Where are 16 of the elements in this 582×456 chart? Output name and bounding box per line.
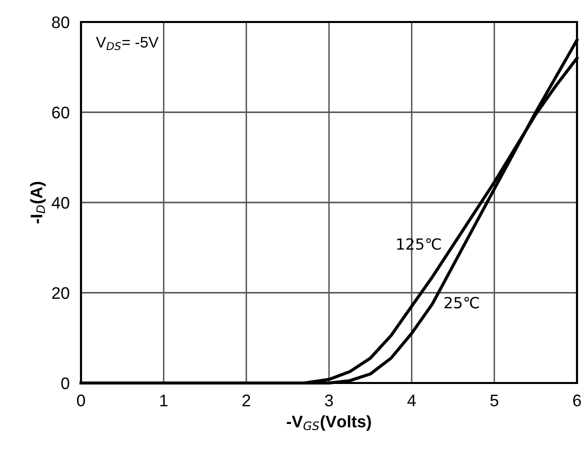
x-tick-label: 1 [160, 394, 168, 406]
x-tick-label: 0 [77, 394, 85, 406]
x-axis-title: -V$_{GS}$(Volts) [286, 415, 371, 431]
series-label: 25℃ [444, 296, 479, 308]
x-tick-label: 2 [242, 394, 250, 406]
x-tick-label: 5 [490, 394, 498, 406]
x-tick-label: 3 [325, 394, 333, 406]
annotation: V$_{DS}$= -5V [96, 36, 159, 50]
y-tick-label: 40 [52, 196, 70, 209]
y-tick-label: 0 [61, 377, 70, 390]
x-tick-label: 6 [573, 394, 581, 406]
y-axis-title: -I$_{D}$(A) [30, 182, 46, 224]
x-tick-label: 4 [407, 394, 416, 406]
y-tick-label: 60 [52, 106, 70, 118]
y-tick-label: 80 [52, 16, 70, 28]
y-tick-label: 20 [52, 287, 70, 299]
